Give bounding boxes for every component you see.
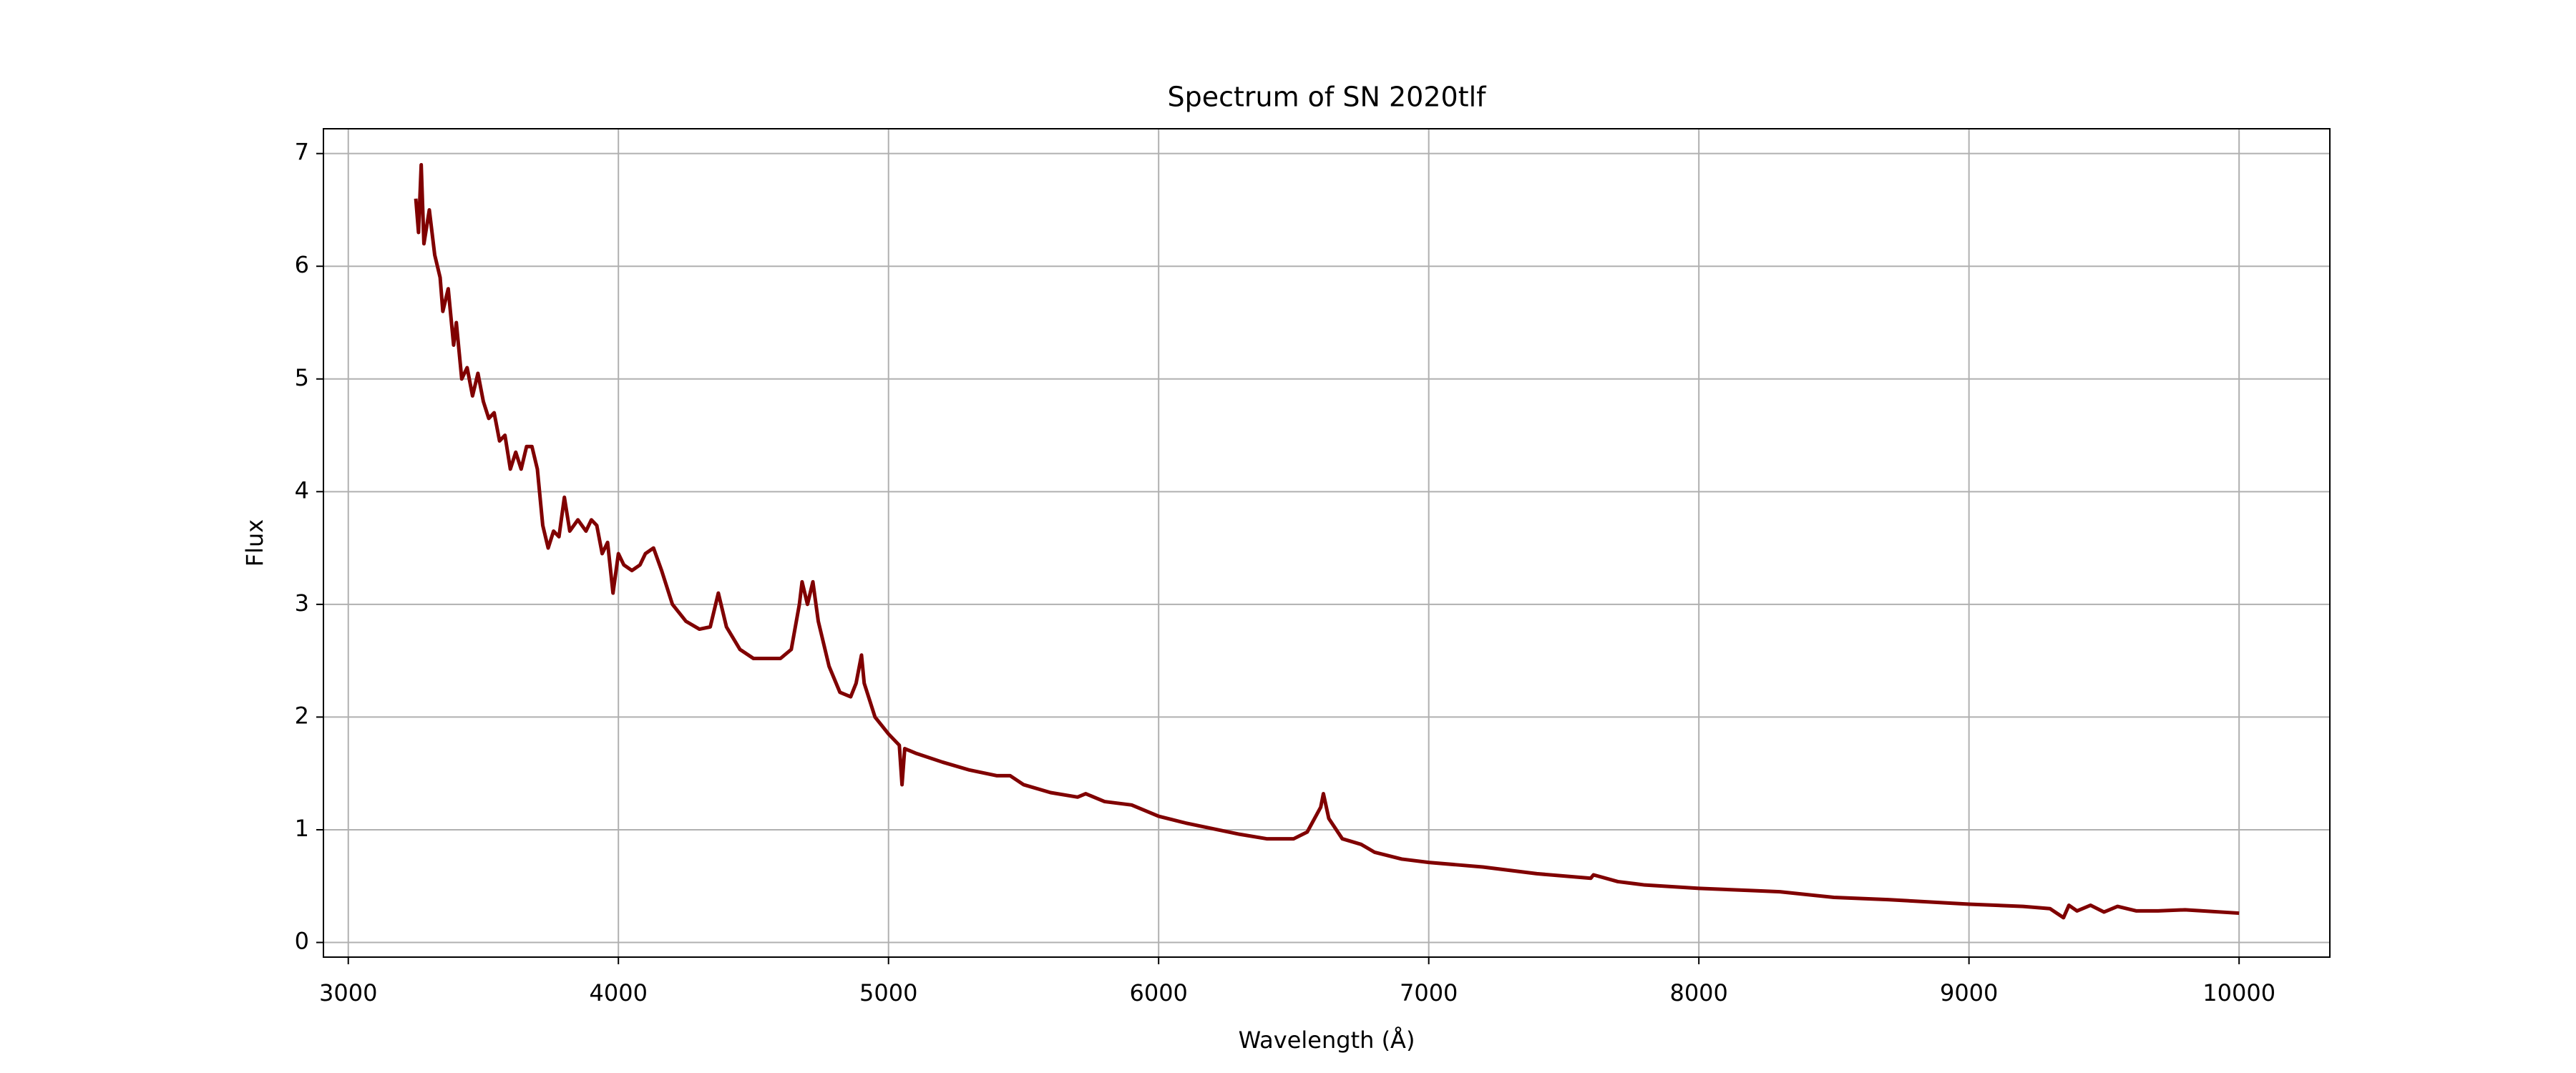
y-tick-label: 3 (295, 589, 309, 617)
x-tick-label: 10000 (2202, 979, 2275, 1006)
y-tick-label: 6 (295, 251, 309, 278)
x-axis-label: Wavelength (Å) (1239, 1027, 1415, 1054)
y-tick-label: 1 (295, 815, 309, 842)
y-tick-label: 0 (295, 928, 309, 955)
x-tick-label: 8000 (1669, 979, 1727, 1006)
spectrum-line (414, 162, 2240, 920)
y-axis-label: Flux (241, 519, 268, 567)
x-tick-label: 3000 (319, 979, 377, 1006)
y-tick-label: 7 (295, 139, 309, 166)
x-tick-label: 7000 (1400, 979, 1458, 1006)
x-tick-label: 9000 (1940, 979, 1998, 1006)
plot-frame (323, 128, 2331, 958)
y-tick-label: 2 (295, 702, 309, 729)
x-tick-label: 6000 (1129, 979, 1187, 1006)
y-tick-label: 4 (295, 476, 309, 504)
y-tick-label: 5 (295, 364, 309, 391)
chart-title: Spectrum of SN 2020tlf (1167, 82, 1487, 113)
x-tick-label: 4000 (590, 979, 648, 1006)
x-tick-label: 5000 (859, 979, 917, 1006)
